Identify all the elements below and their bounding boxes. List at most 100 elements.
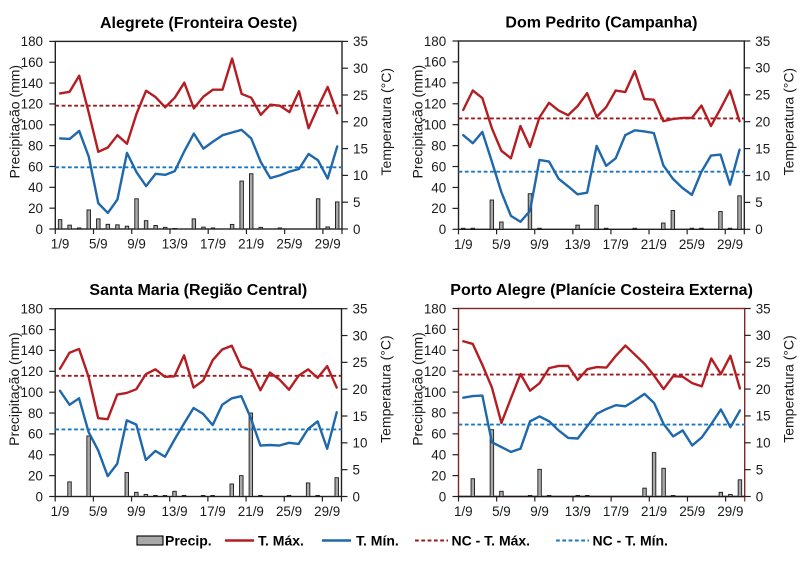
svg-text:9/9: 9/9: [530, 504, 549, 519]
svg-text:40: 40: [28, 180, 43, 195]
svg-text:60: 60: [431, 427, 446, 442]
svg-text:120: 120: [21, 364, 43, 379]
svg-text:Precipitação (mm): Precipitação (mm): [6, 65, 22, 179]
svg-text:25: 25: [755, 88, 770, 103]
svg-text:Santa Maria (Região Central): Santa Maria (Região Central): [89, 282, 307, 299]
svg-text:Temperatura (°C): Temperatura (°C): [780, 68, 796, 176]
svg-text:Temperatura (°C): Temperatura (°C): [378, 335, 394, 443]
svg-text:0: 0: [756, 489, 763, 504]
svg-text:15: 15: [353, 141, 368, 156]
svg-text:20: 20: [431, 201, 446, 216]
svg-text:60: 60: [431, 159, 446, 174]
svg-text:40: 40: [431, 180, 446, 195]
svg-text:15: 15: [353, 409, 368, 424]
svg-text:0: 0: [36, 222, 43, 237]
svg-text:0: 0: [353, 489, 360, 504]
svg-text:20: 20: [755, 115, 770, 130]
svg-text:20: 20: [353, 115, 368, 130]
svg-text:21/9: 21/9: [641, 504, 667, 519]
svg-text:Precip.: Precip.: [165, 533, 212, 549]
svg-text:5/9: 5/9: [89, 237, 108, 252]
svg-text:35: 35: [353, 302, 368, 317]
svg-text:1/9: 1/9: [51, 504, 70, 519]
svg-text:20: 20: [28, 468, 43, 483]
svg-text:120: 120: [424, 364, 446, 379]
svg-text:Temperatura (°C): Temperatura (°C): [378, 68, 394, 176]
svg-text:Precipitação (mm): Precipitação (mm): [410, 332, 426, 446]
svg-text:5/9: 5/9: [89, 504, 108, 519]
svg-text:17/9: 17/9: [200, 504, 226, 519]
svg-text:100: 100: [21, 118, 43, 133]
svg-text:80: 80: [431, 138, 446, 153]
svg-text:60: 60: [28, 427, 43, 442]
svg-text:0: 0: [35, 489, 42, 504]
svg-text:5: 5: [353, 462, 360, 477]
svg-text:60: 60: [28, 159, 43, 174]
svg-text:0: 0: [353, 222, 360, 237]
svg-text:0: 0: [439, 489, 446, 504]
svg-text:20: 20: [353, 382, 368, 397]
svg-text:120: 120: [424, 97, 446, 112]
svg-text:120: 120: [21, 97, 43, 112]
svg-text:9/9: 9/9: [127, 504, 146, 519]
svg-text:T. Máx.: T. Máx.: [258, 533, 304, 549]
svg-text:29/9: 29/9: [315, 237, 341, 252]
svg-text:25: 25: [353, 88, 368, 103]
svg-text:21/9: 21/9: [238, 504, 264, 519]
svg-text:100: 100: [21, 385, 43, 400]
svg-text:100: 100: [424, 385, 446, 400]
svg-text:25: 25: [756, 355, 771, 370]
svg-text:10: 10: [353, 436, 368, 451]
svg-text:20: 20: [756, 382, 771, 397]
svg-text:Alegrete (Fronteira Oeste): Alegrete (Fronteira Oeste): [100, 15, 297, 32]
svg-text:35: 35: [353, 34, 368, 49]
svg-text:30: 30: [353, 328, 368, 343]
svg-text:17/9: 17/9: [200, 237, 226, 252]
svg-text:180: 180: [21, 34, 43, 49]
svg-text:T. Mín.: T. Mín.: [356, 533, 399, 549]
svg-text:5: 5: [353, 195, 360, 210]
svg-text:17/9: 17/9: [603, 504, 629, 519]
svg-text:160: 160: [424, 55, 446, 70]
svg-text:80: 80: [28, 138, 43, 153]
svg-text:10: 10: [755, 168, 770, 183]
svg-text:17/9: 17/9: [603, 237, 629, 252]
svg-text:25/9: 25/9: [679, 504, 705, 519]
svg-text:140: 140: [21, 343, 43, 358]
svg-text:29/9: 29/9: [314, 504, 340, 519]
svg-text:Dom Pedrito (Campanha): Dom Pedrito (Campanha): [505, 14, 697, 31]
svg-text:21/9: 21/9: [238, 237, 264, 252]
svg-text:15: 15: [755, 141, 770, 156]
svg-text:Precipitação (mm): Precipitação (mm): [6, 332, 22, 446]
svg-text:180: 180: [424, 301, 446, 316]
svg-text:80: 80: [28, 406, 43, 421]
svg-text:0: 0: [439, 222, 446, 237]
svg-text:20: 20: [431, 468, 446, 483]
svg-text:80: 80: [431, 406, 446, 421]
svg-text:35: 35: [755, 34, 770, 49]
svg-text:30: 30: [353, 61, 368, 76]
svg-text:25/9: 25/9: [679, 237, 705, 252]
svg-text:180: 180: [424, 34, 446, 49]
svg-text:1/9: 1/9: [51, 237, 70, 252]
svg-text:40: 40: [431, 448, 446, 463]
svg-text:40: 40: [28, 448, 43, 463]
svg-text:10: 10: [756, 436, 771, 451]
svg-text:1/9: 1/9: [454, 237, 473, 252]
svg-text:21/9: 21/9: [641, 237, 667, 252]
svg-text:35: 35: [756, 301, 771, 316]
svg-text:30: 30: [755, 61, 770, 76]
svg-text:29/9: 29/9: [717, 237, 743, 252]
svg-text:5: 5: [756, 462, 763, 477]
svg-text:140: 140: [424, 76, 446, 91]
svg-text:25/9: 25/9: [276, 504, 302, 519]
svg-text:13/9: 13/9: [161, 504, 187, 519]
svg-text:160: 160: [21, 55, 43, 70]
svg-text:160: 160: [424, 322, 446, 337]
svg-text:1/9: 1/9: [454, 504, 473, 519]
svg-text:180: 180: [21, 302, 43, 317]
svg-text:140: 140: [424, 343, 446, 358]
svg-text:160: 160: [21, 322, 43, 337]
svg-text:140: 140: [21, 76, 43, 91]
svg-text:Precipitação (mm): Precipitação (mm): [410, 65, 426, 179]
